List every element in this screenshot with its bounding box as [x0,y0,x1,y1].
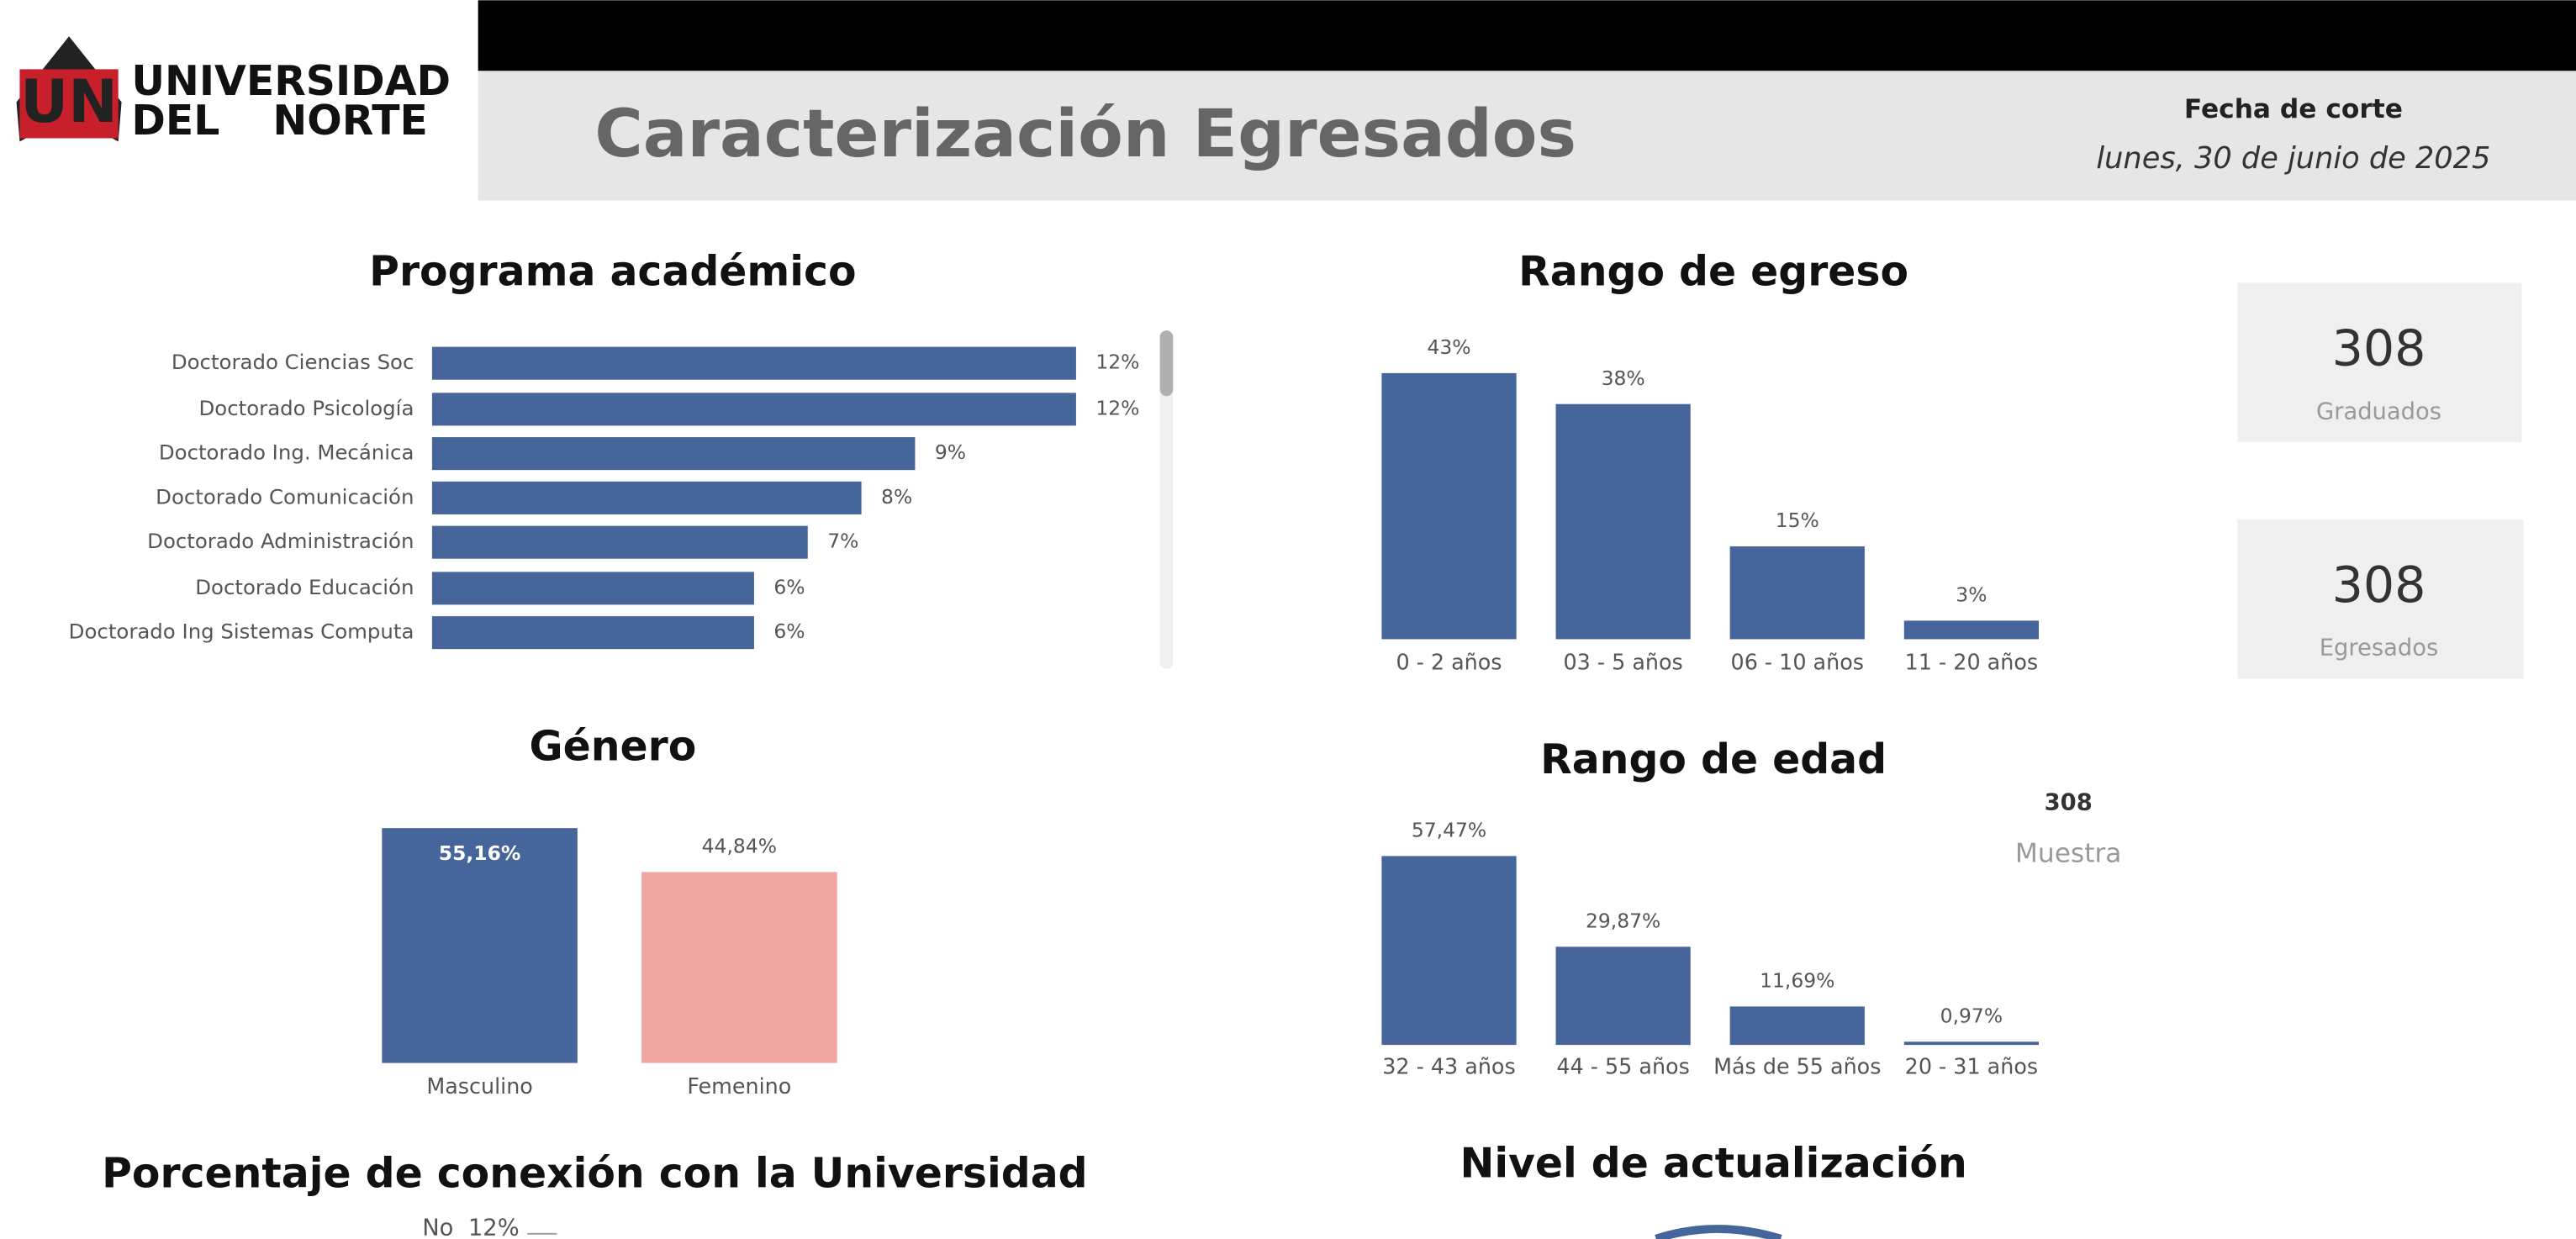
value-label: 44,84% [702,835,777,858]
category-label: 32 - 43 años [1382,1053,1515,1078]
bar [431,572,754,605]
bar [382,828,578,1063]
bar [431,616,754,650]
kpi-label: Egresados [2320,635,2438,662]
bar [431,525,808,559]
slice-label: No [422,1215,453,1239]
value-label: 11,69% [1760,969,1834,993]
category-label: Doctorado Educación [195,575,414,599]
value-label: 6% [773,575,805,598]
category-label: Doctorado Ing Sistemas Computa [69,620,414,644]
logo-box [19,69,119,139]
bar [1903,620,2040,640]
category-label: Más de 55 años [1713,1053,1881,1078]
bar [431,346,1076,380]
logo-mark: UN [20,67,118,136]
category-label: Femenino [687,1073,791,1099]
header-band [478,71,2576,201]
value-label: 38% [1602,366,1645,390]
value-label: 6% [773,620,805,643]
top-bar [478,0,2576,71]
bar [1555,403,1691,640]
chart-title: Rango de egreso [1518,248,1908,296]
category-label: 20 - 31 años [1905,1053,2038,1078]
kpi-value: 308 [2045,789,2093,815]
category-label: 03 - 5 años [1563,650,1682,675]
category-label: Doctorado Ing. Mecánica [159,440,414,465]
value-label: 29,87% [1586,909,1660,932]
category-label: Doctorado Ciencias Soc [172,350,414,374]
category-label: 06 - 10 años [1731,650,1864,675]
kpi-label: Graduados [2316,398,2441,424]
value-label: 55,16% [439,841,521,865]
bar [1555,946,1691,1046]
value-label: 12% [1095,351,1139,374]
chart-title: Nivel de actualización [1460,1140,1966,1188]
cutoff-date: lunes, 30 de junio de 2025 [2096,141,2490,176]
chart-title: Género [529,722,696,770]
kpi-value: 308 [2332,556,2426,614]
kpi-card [2237,282,2522,442]
category-label: 0 - 2 años [1396,650,1502,675]
slice-label: 12% [468,1215,520,1239]
logo-text: UNIVERSIDAD [131,57,451,105]
bar [1381,856,1517,1046]
value-label: 43% [1427,335,1470,359]
chart-title: Programa académico [369,248,856,296]
donut-edge [1655,1225,1782,1239]
chart-title: Rango de edad [1540,735,1887,783]
category-label: Doctorado Psicología [199,396,414,420]
scrollbar-thumb[interactable] [1159,330,1174,397]
kpi-label: Muestra [2015,838,2122,868]
logo-text: NORTE [272,97,428,145]
category-label: Doctorado Administración [147,529,414,553]
bar [431,437,916,471]
category-label: Doctorado Comunicación [156,484,414,509]
bar [641,872,837,1063]
value-label: 57,47% [1412,819,1486,842]
value-label: 8% [881,485,912,509]
bar [1729,546,1865,640]
value-label: 15% [1776,509,1819,532]
bar [1381,372,1517,640]
cutoff-label: Fecha de corte [2184,94,2403,124]
value-label: 9% [935,440,966,464]
scrollbar-track[interactable] [1159,330,1174,669]
kpi-card [2237,519,2524,679]
value-label: 3% [1956,583,1987,607]
kpi-value: 308 [2332,320,2426,377]
category-label: Masculino [426,1073,532,1099]
logo-text: DEL [131,97,219,145]
category-label: 11 - 20 años [1905,650,2038,675]
chart-title: Porcentaje de conexión con la Universida… [102,1149,1087,1197]
value-label: 7% [827,530,858,553]
page-title: Caracterización Egresados [594,96,1576,172]
category-label: 44 - 55 años [1556,1053,1689,1078]
bar [1903,1041,2040,1046]
value-label: 0,97% [1940,1004,2003,1028]
bar [431,481,862,514]
bar [1729,1006,1865,1046]
value-label: 12% [1095,396,1139,419]
bar [431,393,1076,426]
